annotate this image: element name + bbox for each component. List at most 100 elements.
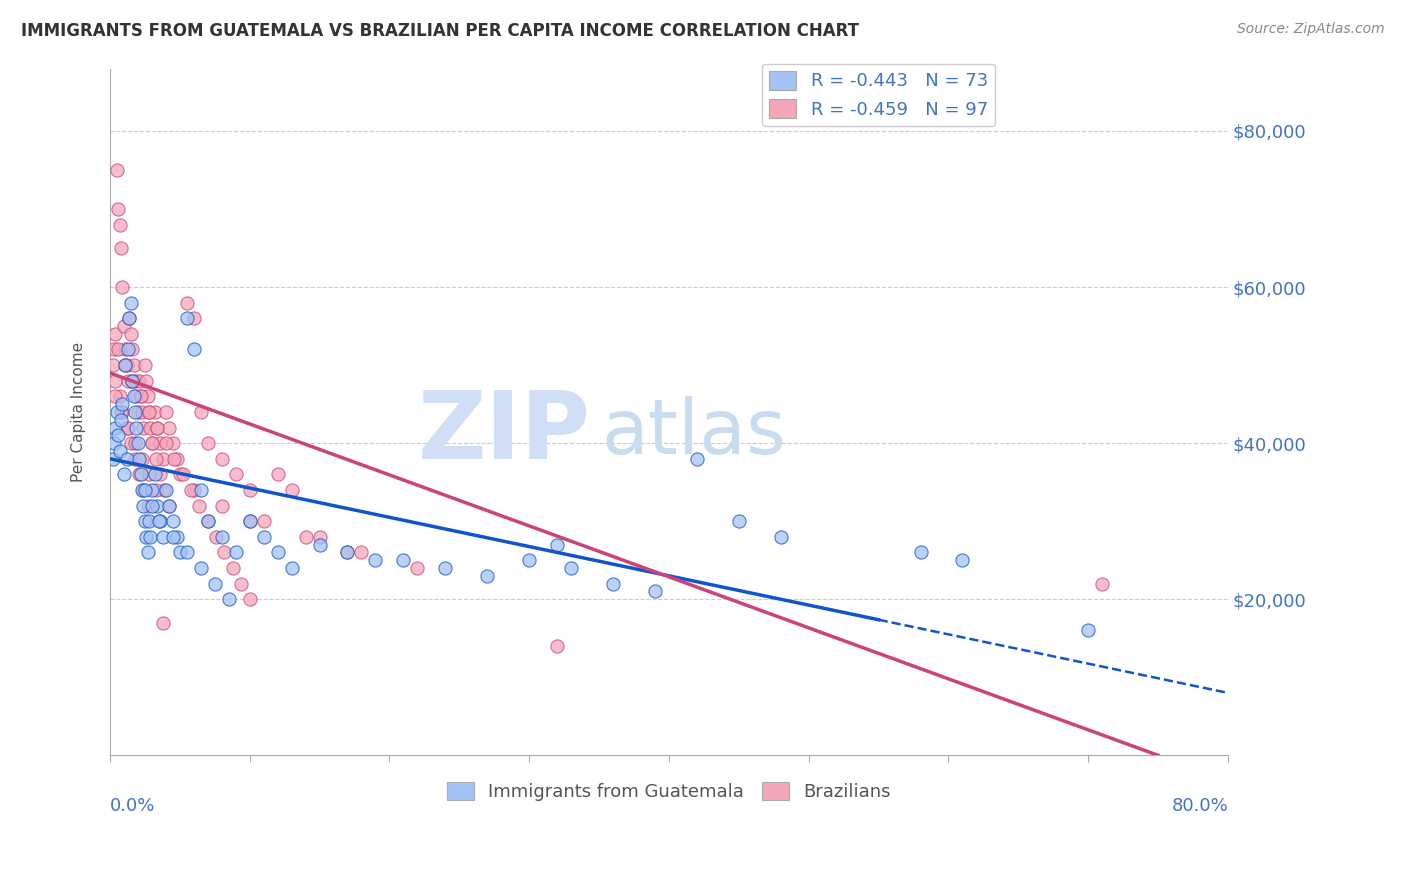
Point — [211, 530, 233, 544]
Point — [111, 405, 134, 419]
Point — [149, 436, 172, 450]
Point — [110, 405, 132, 419]
Point — [225, 467, 247, 482]
Text: Source: ZipAtlas.com: Source: ZipAtlas.com — [1237, 22, 1385, 37]
Point — [110, 241, 132, 255]
Point — [129, 467, 152, 482]
Point — [110, 413, 132, 427]
Point — [105, 163, 128, 178]
Point — [163, 451, 186, 466]
Point — [139, 420, 162, 434]
Point — [162, 514, 184, 528]
Point — [280, 483, 302, 497]
Point — [138, 467, 160, 482]
Point — [162, 530, 184, 544]
Point — [121, 343, 143, 357]
Point — [560, 561, 582, 575]
Point — [122, 389, 145, 403]
Point — [107, 202, 129, 216]
Point — [546, 538, 568, 552]
Point — [169, 467, 191, 482]
Point — [166, 530, 188, 544]
Point — [176, 545, 198, 559]
Point — [104, 420, 127, 434]
Point — [132, 483, 155, 497]
Point — [112, 467, 135, 482]
Point — [211, 499, 233, 513]
Point — [205, 530, 228, 544]
Point — [148, 514, 170, 528]
Point — [145, 483, 167, 497]
Point — [153, 483, 176, 497]
Point — [204, 576, 226, 591]
Point — [125, 420, 148, 434]
Point — [127, 436, 149, 450]
Point — [114, 343, 136, 357]
Point — [769, 530, 792, 544]
Point — [108, 444, 131, 458]
Point — [162, 436, 184, 450]
Point — [127, 405, 149, 419]
Point — [129, 389, 152, 403]
Point — [214, 545, 236, 559]
Point — [157, 420, 180, 434]
Point — [350, 545, 373, 559]
Point — [155, 483, 177, 497]
Point — [145, 451, 167, 466]
Point — [239, 514, 262, 528]
Point — [129, 389, 152, 403]
Point — [120, 326, 142, 341]
Point — [141, 436, 163, 450]
Point — [392, 553, 415, 567]
Point — [131, 405, 153, 419]
Point — [134, 358, 156, 372]
Point — [104, 374, 127, 388]
Point — [103, 343, 125, 357]
Point — [169, 545, 191, 559]
Point — [294, 530, 316, 544]
Point — [727, 514, 749, 528]
Point — [104, 326, 127, 341]
Point — [138, 405, 160, 419]
Point — [135, 530, 157, 544]
Point — [155, 436, 177, 450]
Point — [197, 436, 219, 450]
Point — [225, 545, 247, 559]
Point — [125, 389, 148, 403]
Point — [124, 436, 146, 450]
Point — [1091, 576, 1114, 591]
Point — [141, 499, 163, 513]
Point — [112, 319, 135, 334]
Point — [132, 420, 155, 434]
Point — [222, 561, 245, 575]
Point — [176, 295, 198, 310]
Point — [308, 538, 330, 552]
Point — [308, 530, 330, 544]
Point — [190, 561, 212, 575]
Point — [517, 553, 540, 567]
Text: 0.0%: 0.0% — [110, 797, 155, 814]
Point — [101, 358, 124, 372]
Point — [336, 545, 359, 559]
Point — [218, 592, 240, 607]
Point — [138, 405, 160, 419]
Point — [105, 405, 128, 419]
Point — [406, 561, 429, 575]
Point — [602, 576, 624, 591]
Point — [152, 530, 174, 544]
Y-axis label: Per Capita Income: Per Capita Income — [72, 342, 86, 482]
Point — [183, 311, 205, 326]
Point — [128, 467, 150, 482]
Point — [280, 561, 302, 575]
Text: IMMIGRANTS FROM GUATEMALA VS BRAZILIAN PER CAPITA INCOME CORRELATION CHART: IMMIGRANTS FROM GUATEMALA VS BRAZILIAN P… — [21, 22, 859, 40]
Point — [101, 451, 124, 466]
Point — [239, 592, 262, 607]
Point — [134, 483, 156, 497]
Point — [149, 467, 172, 482]
Point — [135, 374, 157, 388]
Point — [266, 467, 288, 482]
Point — [108, 389, 131, 403]
Point — [128, 374, 150, 388]
Point — [146, 420, 169, 434]
Point — [155, 405, 177, 419]
